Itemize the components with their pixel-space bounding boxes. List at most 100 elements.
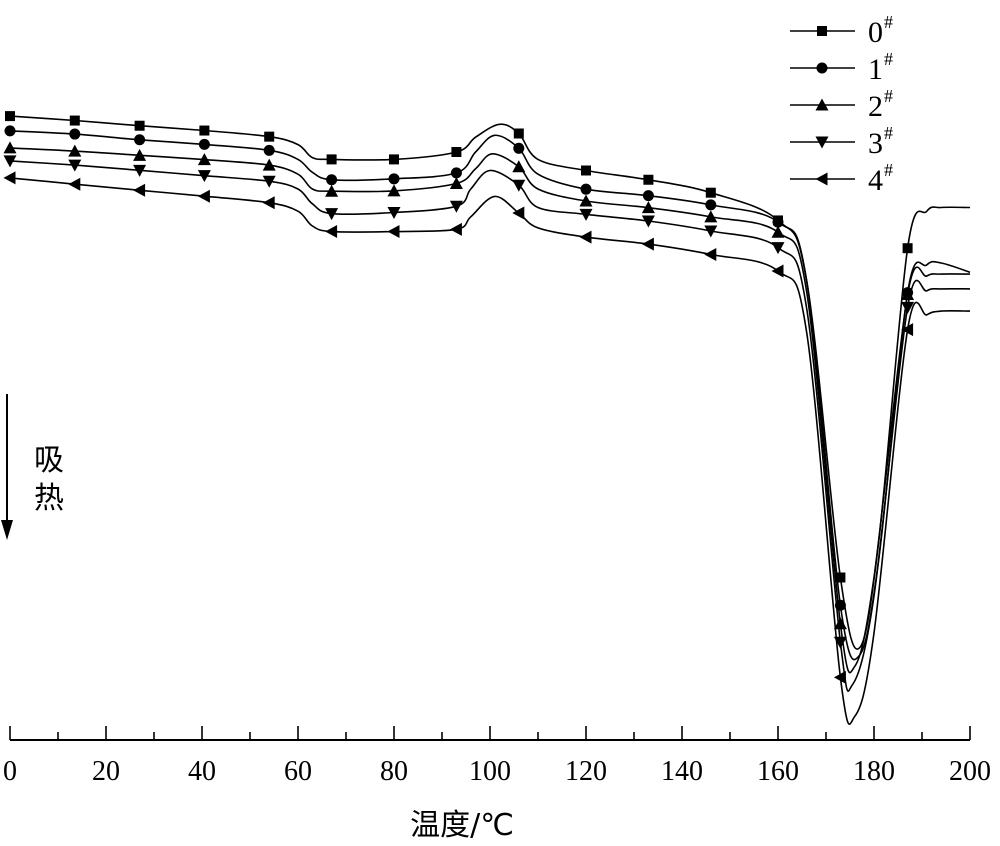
- series-0-point: [5, 111, 15, 122]
- annotation-line-1: 吸: [34, 443, 64, 478]
- series-3: [3, 155, 971, 692]
- series-2-point: [833, 617, 847, 630]
- legend: 0#1#2#3#4#: [790, 12, 893, 197]
- series-3-point: [387, 206, 401, 219]
- x-tick-label: 120: [565, 756, 607, 787]
- series-2-point: [449, 176, 463, 189]
- series-4-point: [325, 225, 338, 239]
- x-tick-label: 160: [757, 756, 799, 787]
- x-axis-title: 温度/℃: [410, 808, 514, 843]
- series-3-point: [3, 155, 17, 168]
- series-0-point: [643, 174, 654, 185]
- legend-item-1: 1#: [790, 49, 893, 86]
- legend-item-0: 0#: [790, 12, 893, 49]
- series-3-point: [197, 170, 211, 183]
- series-3-point: [68, 159, 82, 172]
- series-4-point: [901, 323, 914, 337]
- series-4-point: [449, 222, 462, 236]
- series-2-point: [641, 201, 655, 214]
- series-1-point: [69, 128, 81, 140]
- series-1-point: [450, 167, 462, 179]
- series-1-point: [580, 183, 592, 195]
- series-0-point: [69, 115, 80, 126]
- series-0-point: [581, 165, 591, 176]
- series-0-point: [264, 131, 275, 142]
- legend-marker: [815, 98, 829, 111]
- series-group: [3, 111, 971, 725]
- x-tick-label: 180: [853, 756, 895, 787]
- series-4-point: [68, 177, 81, 191]
- series-4-point: [262, 196, 275, 210]
- series-4-point: [833, 670, 846, 684]
- series-3-point: [901, 301, 915, 314]
- series-3-point: [771, 242, 785, 255]
- series-4-point: [197, 189, 210, 203]
- series-4-point: [133, 183, 146, 197]
- series-2-point: [197, 153, 211, 166]
- series-2: [3, 141, 971, 674]
- legend-label: 4#: [868, 160, 893, 197]
- x-tick-label: 100: [469, 756, 511, 787]
- legend-item-4: 4#: [790, 160, 893, 197]
- series-2-point: [512, 160, 526, 173]
- series-4: [3, 171, 971, 725]
- series-1-point: [705, 199, 717, 211]
- series-4-point: [704, 247, 717, 261]
- legend-label: 2#: [868, 86, 893, 123]
- x-tick-label: 200: [949, 756, 991, 787]
- series-1-point: [326, 174, 338, 186]
- legend-marker: [816, 62, 828, 74]
- series-4-point: [3, 171, 16, 185]
- legend-marker: [815, 172, 828, 186]
- series-3-point: [133, 164, 147, 177]
- legend-label: 1#: [868, 49, 893, 86]
- annotation-line-2: 热: [34, 481, 64, 516]
- legend-label: 0#: [868, 12, 893, 49]
- series-4-point: [512, 206, 525, 220]
- series-2-point: [579, 194, 593, 207]
- endotherm-annotation: 吸 热: [1, 394, 64, 540]
- series-2-point: [68, 144, 82, 157]
- legend-item-2: 2#: [790, 86, 893, 123]
- series-0-point: [902, 243, 913, 254]
- series-1-point: [642, 190, 654, 202]
- series-0-point: [705, 187, 716, 198]
- series-2-point: [901, 287, 915, 300]
- series-1: [4, 125, 971, 661]
- x-tick-label: 80: [380, 756, 408, 787]
- series-1-point: [388, 173, 400, 185]
- series-2-point: [325, 184, 339, 197]
- series-0-point: [199, 125, 210, 136]
- series-1-point: [198, 138, 210, 150]
- series-4-point: [579, 230, 592, 244]
- series-1-point: [772, 216, 784, 228]
- x-tick-label: 40: [188, 756, 216, 787]
- series-3-line: [9, 160, 971, 692]
- series-2-point: [3, 141, 17, 154]
- x-tick-label: 60: [284, 756, 312, 787]
- series-1-point: [4, 125, 16, 137]
- series-2-point: [771, 225, 785, 238]
- series-1-point: [263, 144, 275, 156]
- series-1-point: [134, 134, 146, 146]
- x-tick-label: 20: [92, 756, 120, 787]
- series-3-point: [262, 175, 276, 188]
- series-4-point: [387, 225, 400, 239]
- series-3-point: [579, 208, 593, 221]
- series-3-point: [512, 179, 526, 192]
- series-3-point: [449, 200, 463, 213]
- legend-label: 3#: [868, 123, 893, 160]
- series-2-point: [262, 158, 276, 171]
- series-4-point: [641, 237, 654, 251]
- x-tick-label: 0: [3, 756, 17, 787]
- legend-item-3: 3#: [790, 123, 893, 160]
- down-arrow-icon: [1, 520, 13, 540]
- legend-marker: [817, 26, 827, 36]
- series-1-point: [513, 142, 525, 154]
- series-0-point: [835, 572, 846, 583]
- series-2-point: [704, 210, 718, 223]
- series-3-point: [641, 215, 655, 228]
- series-0-point: [513, 128, 524, 139]
- series-1-line: [9, 130, 971, 661]
- series-0-point: [134, 120, 145, 131]
